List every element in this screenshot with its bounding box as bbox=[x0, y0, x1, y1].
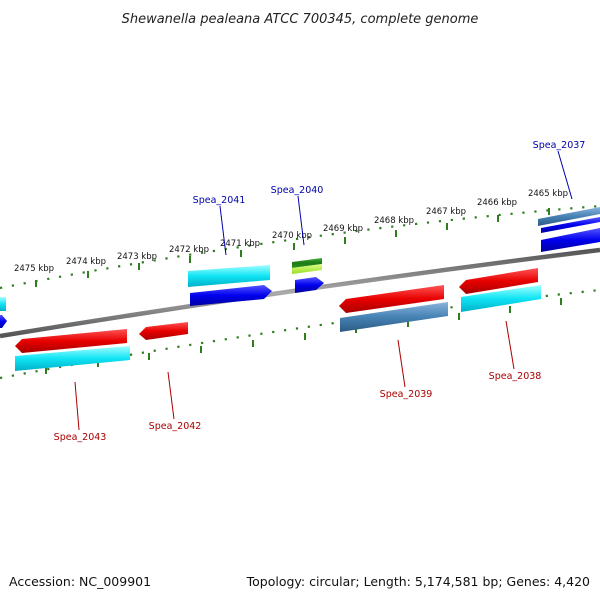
kbp-label: 2475 kbp bbox=[14, 264, 54, 274]
gene-feature[interactable] bbox=[541, 217, 600, 233]
gene-feature[interactable] bbox=[538, 207, 600, 226]
outer-tick-track bbox=[0, 204, 600, 290]
gene-feature[interactable] bbox=[0, 297, 6, 311]
forward-strand-features bbox=[0, 207, 600, 328]
gene-feature[interactable] bbox=[295, 277, 324, 293]
kbp-label: 2466 kbp bbox=[477, 198, 517, 208]
kbp-label: 2467 kbp bbox=[426, 207, 466, 217]
gene-label-spea-2040[interactable]: Spea_2040 bbox=[271, 185, 324, 196]
reverse-strand-features bbox=[15, 268, 541, 371]
kbp-label: 2471 kbp bbox=[220, 239, 260, 249]
kbp-label: 2465 kbp bbox=[528, 189, 568, 199]
gene-feature[interactable] bbox=[340, 302, 448, 332]
accession-text: Accession: NC_009901 bbox=[9, 574, 151, 589]
genome-summary-text: Topology: circular; Length: 5,174,581 bp… bbox=[246, 574, 590, 589]
kbp-label: 2474 kbp bbox=[66, 257, 106, 267]
gene-label-spea-2042[interactable]: Spea_2042 bbox=[149, 421, 202, 432]
gene-feature[interactable] bbox=[188, 265, 270, 287]
gene-feature[interactable] bbox=[15, 346, 130, 371]
outer-major-ticks bbox=[35, 208, 550, 287]
gene-feature[interactable] bbox=[0, 315, 7, 328]
gene-feature[interactable] bbox=[15, 329, 127, 353]
gene-label-spea-2038[interactable]: Spea_2038 bbox=[489, 371, 542, 382]
gene-label-spea-2043[interactable]: Spea_2043 bbox=[54, 432, 107, 443]
gene-feature[interactable] bbox=[292, 264, 322, 274]
gene-label-spea-2037[interactable]: Spea_2037 bbox=[533, 140, 586, 151]
kbp-label: 2469 kbp bbox=[323, 224, 363, 234]
gene-feature[interactable] bbox=[139, 322, 188, 340]
gene-label-spea-2041[interactable]: Spea_2041 bbox=[193, 195, 246, 206]
gene-feature[interactable] bbox=[339, 285, 444, 313]
gene-feature[interactable] bbox=[459, 268, 538, 294]
gene-feature[interactable] bbox=[292, 258, 322, 268]
leader-lines bbox=[74, 150, 573, 431]
gene-label-spea-2039[interactable]: Spea_2039 bbox=[380, 389, 433, 400]
kbp-label: 2468 kbp bbox=[374, 216, 414, 226]
map-title: Shewanella pealeana ATCC 700345, complet… bbox=[122, 12, 479, 27]
kbp-label: 2472 kbp bbox=[169, 245, 209, 255]
kbp-label: 2470 kbp bbox=[272, 231, 312, 241]
kbp-labels: 2475 kbp 2474 kbp 2473 kbp 2472 kbp 2471… bbox=[14, 189, 568, 274]
gene-feature[interactable] bbox=[541, 228, 600, 252]
kbp-label: 2473 kbp bbox=[117, 252, 157, 262]
gene-labels: Spea_2037 Spea_2041 Spea_2040 Spea_2038 … bbox=[54, 140, 586, 443]
gene-feature[interactable] bbox=[190, 285, 272, 306]
gene-feature[interactable] bbox=[461, 285, 541, 312]
